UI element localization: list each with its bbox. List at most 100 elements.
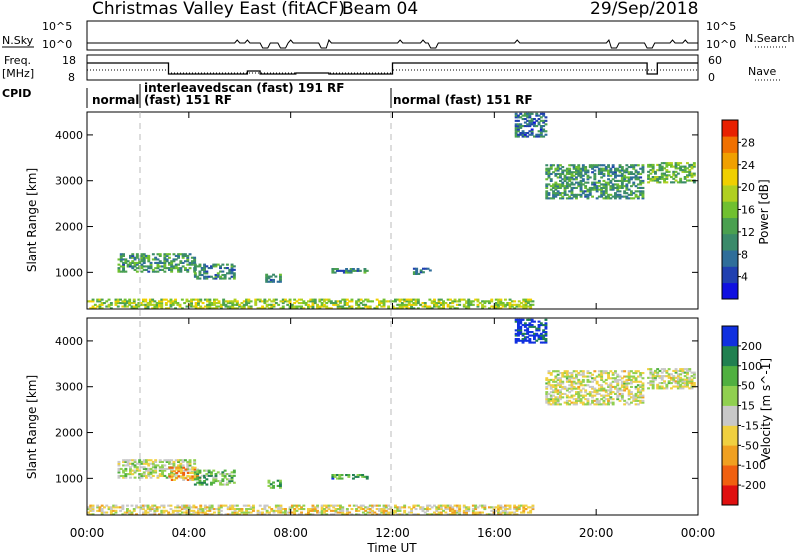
heatmap-cell xyxy=(584,394,588,397)
heatmap-cell xyxy=(348,511,352,514)
heatmap-cell xyxy=(412,513,416,516)
heatmap-cell xyxy=(153,504,157,507)
heatmap-cell xyxy=(205,474,209,477)
heatmap-cell xyxy=(119,509,122,512)
heatmap-cell xyxy=(437,504,441,507)
heatmap-cell xyxy=(595,164,599,167)
heatmap-cell xyxy=(591,188,594,191)
heatmap-cell xyxy=(453,504,457,507)
heatmap-cell xyxy=(232,277,236,280)
heatmap-cell xyxy=(636,164,640,167)
heatmap-cell xyxy=(522,504,526,507)
heatmap-cell xyxy=(609,392,613,395)
heatmap-cell xyxy=(302,307,306,310)
heatmap-cell xyxy=(632,176,636,179)
heatmap-cell xyxy=(182,473,186,476)
nsky-tick-top: 10^5 xyxy=(42,20,72,33)
velocity-colorbar-label: Velocity [m s^-1] xyxy=(759,358,773,462)
heatmap-cell xyxy=(533,334,536,337)
heatmap-cell xyxy=(636,396,640,399)
heatmap-cell xyxy=(297,504,301,507)
heatmap-cell xyxy=(539,133,543,136)
heatmap-cell xyxy=(217,508,221,511)
heatmap-cell xyxy=(611,183,615,186)
heatmap-cell xyxy=(371,511,374,514)
heatmap-cell xyxy=(185,298,189,301)
heatmap-cell xyxy=(499,504,503,507)
heatmap-cell xyxy=(222,300,226,303)
heatmap-cell xyxy=(634,399,638,402)
heatmap-cell xyxy=(242,504,246,507)
heatmap-cell xyxy=(286,511,290,514)
heatmap-cell xyxy=(517,133,520,136)
heatmap-cell xyxy=(665,181,669,184)
heatmap-cell xyxy=(426,509,429,512)
heatmap-cell xyxy=(627,394,631,397)
heatmap-cell xyxy=(572,186,576,189)
heatmap-cell xyxy=(692,383,696,386)
heatmap-cell xyxy=(219,506,223,509)
heatmap-cell xyxy=(627,172,631,175)
heatmap-cell xyxy=(476,303,480,306)
heatmap-cell xyxy=(497,506,500,509)
heatmap-cell xyxy=(535,329,539,332)
heatmap-cell xyxy=(688,369,692,372)
heatmap-cell xyxy=(672,376,676,379)
heatmap-cell xyxy=(600,164,604,167)
heatmap-cell xyxy=(660,371,664,374)
heatmap-cell xyxy=(210,508,214,511)
heatmap-cell xyxy=(549,185,553,188)
heatmap-cell xyxy=(307,307,310,310)
heatmap-cell xyxy=(316,307,319,310)
heatmap-cell xyxy=(320,302,324,305)
heatmap-cell xyxy=(570,181,574,184)
heatmap-cell xyxy=(132,305,136,308)
heatmap-cell xyxy=(281,302,285,305)
heatmap-cell xyxy=(155,508,159,511)
heatmap-cell xyxy=(336,268,339,271)
heatmap-cell xyxy=(630,178,633,181)
heatmap-cell xyxy=(521,133,525,136)
heatmap-cell xyxy=(226,272,229,275)
heatmap-cell xyxy=(692,375,696,378)
heatmap-cell xyxy=(683,169,687,172)
heatmap-cell xyxy=(419,506,423,509)
heatmap-cell xyxy=(528,324,532,327)
heatmap-cell xyxy=(203,511,207,514)
heatmap-cell xyxy=(400,302,404,305)
heatmap-cell xyxy=(630,192,633,195)
heatmap-cell xyxy=(575,195,578,198)
heatmap-cell xyxy=(593,169,597,172)
heatmap-cell xyxy=(391,513,395,516)
heatmap-cell xyxy=(528,334,532,337)
heatmap-cell xyxy=(380,511,384,514)
heatmap-cell xyxy=(336,307,340,310)
heatmap-cell xyxy=(203,298,207,301)
heatmap-cell xyxy=(523,339,527,342)
heatmap-cell xyxy=(183,506,187,509)
heatmap-cell xyxy=(277,511,281,514)
heatmap-cell xyxy=(313,508,317,511)
heatmap-cell xyxy=(667,170,671,173)
heatmap-cell xyxy=(307,303,310,306)
heatmap-cell xyxy=(547,169,551,172)
heatmap-cell xyxy=(170,462,174,465)
heatmap-cell xyxy=(181,460,185,463)
heatmap-cell xyxy=(686,383,689,386)
heatmap-cell xyxy=(462,305,466,308)
heatmap-cell xyxy=(270,307,274,310)
heatmap-cell xyxy=(261,300,264,303)
heatmap-cell xyxy=(184,267,187,270)
heatmap-cell xyxy=(485,300,489,303)
heatmap-cell xyxy=(651,376,655,379)
heatmap-cell xyxy=(171,302,175,305)
heatmap-cell xyxy=(575,373,578,376)
heatmap-cell xyxy=(581,174,585,177)
heatmap-cell xyxy=(616,398,620,401)
heatmap-cell xyxy=(565,185,569,188)
heatmap-cell xyxy=(625,384,629,387)
heatmap-cell xyxy=(561,392,565,395)
heatmap-cell xyxy=(692,162,696,165)
heatmap-cell xyxy=(620,174,624,177)
heatmap-cell xyxy=(416,300,420,303)
